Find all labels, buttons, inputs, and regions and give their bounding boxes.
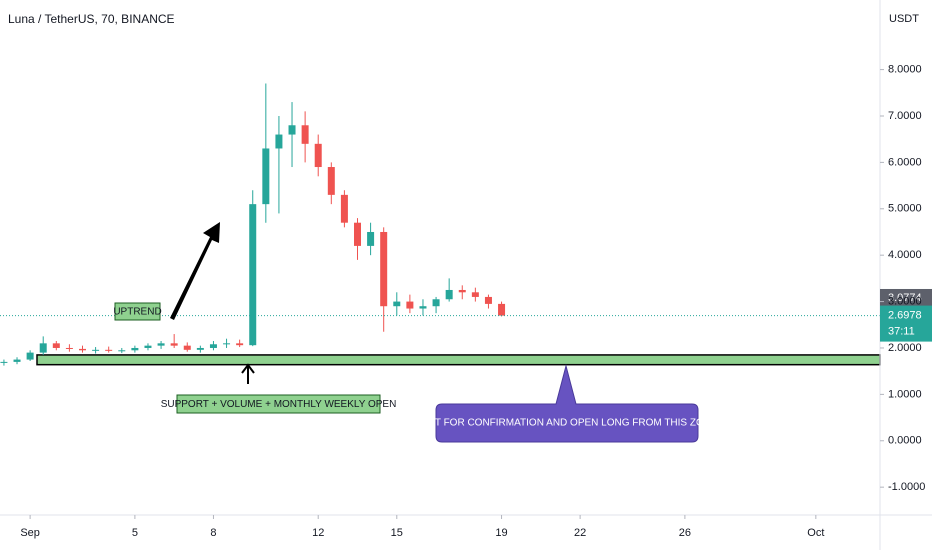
candle-body xyxy=(157,343,165,346)
candle-body xyxy=(79,348,86,351)
support-arrow-head xyxy=(241,363,255,374)
support-box xyxy=(176,394,381,414)
price-labels: 3.0774 2.6978 37:11 xyxy=(880,288,932,342)
candle-body xyxy=(275,134,283,149)
candle-body xyxy=(301,125,309,144)
marker-price-box xyxy=(880,288,932,307)
annotations: UPTREND SUPPORT + VOLUME + MONTHLY WEEKL… xyxy=(113,222,718,443)
candle-body xyxy=(13,359,21,362)
x-tick-label: 22 xyxy=(574,527,586,539)
uptrend-box xyxy=(114,302,161,321)
y-axis-label: USDT xyxy=(889,13,919,25)
y-tick-label: 4.0000 xyxy=(888,249,922,261)
candle-body xyxy=(92,349,100,351)
last-price-box xyxy=(880,305,932,342)
candle-body xyxy=(236,343,244,346)
x-tick-label: 5 xyxy=(132,527,138,539)
chart-title: Luna / TetherUS, 70, BINANCE xyxy=(8,12,175,26)
candle-body xyxy=(288,125,296,135)
x-tick-label: 26 xyxy=(679,527,691,539)
candle-body xyxy=(0,361,8,363)
countdown-label: 37:11 xyxy=(888,326,915,338)
candle-body xyxy=(458,289,466,293)
candle-body xyxy=(484,296,492,304)
candle-body xyxy=(262,148,270,205)
uptrend-text: UPTREND xyxy=(113,307,161,318)
y-tick-label: -1.0000 xyxy=(888,481,925,493)
candle-body xyxy=(340,194,348,223)
y-tick-label: 7.0000 xyxy=(888,110,922,122)
callout-box xyxy=(435,364,699,443)
marker-price-label: 3.0774 xyxy=(888,292,922,304)
candle-body xyxy=(26,352,34,360)
support-text: SUPPORT + VOLUME + MONTHLY WEEKLY OPEN xyxy=(161,399,397,410)
candle-body xyxy=(209,344,217,348)
x-tick-label: 15 xyxy=(391,527,403,539)
candle-body xyxy=(406,301,414,309)
candle-body xyxy=(196,347,204,350)
y-tick-label: 2.0000 xyxy=(888,342,922,354)
candle-body xyxy=(471,292,479,297)
x-tick-label: 19 xyxy=(495,527,507,539)
last-price-label: 2.6978 xyxy=(888,310,922,322)
candle-body xyxy=(105,349,113,351)
y-tick-label: 1.0000 xyxy=(888,388,922,400)
candle-body xyxy=(367,231,375,246)
candle-body xyxy=(393,301,401,307)
candle-body xyxy=(419,306,427,309)
callout-text: WAIT FOR CONFIRMATION AND OPEN LONG FROM… xyxy=(416,418,718,429)
candle-body xyxy=(498,303,506,316)
candle-body xyxy=(249,204,257,346)
candle-body xyxy=(327,167,335,195)
candle-body xyxy=(314,143,322,168)
support-zone xyxy=(36,354,881,366)
candle-body xyxy=(223,343,231,345)
candle-body xyxy=(144,345,152,348)
x-tick-label: Oct xyxy=(807,527,824,539)
y-tick-label: 5.0000 xyxy=(888,203,922,215)
x-tick-label: 12 xyxy=(312,527,324,539)
candle-body xyxy=(65,347,73,349)
candle-body xyxy=(118,350,126,352)
candle-body xyxy=(39,343,47,353)
candle-body xyxy=(131,347,139,351)
x-tick-label: Sep xyxy=(20,527,40,539)
candle-body xyxy=(52,343,60,348)
x-tick-label: 8 xyxy=(210,527,216,539)
y-tick-label: 6.0000 xyxy=(888,156,922,168)
candle-body xyxy=(354,222,361,246)
plot-area xyxy=(0,83,881,366)
candle-body xyxy=(380,231,388,307)
candle-body xyxy=(432,299,440,307)
y-tick-label: 0.0000 xyxy=(888,435,922,447)
uptrend-arrow xyxy=(170,222,220,320)
y-tick-label: 3.0000 xyxy=(888,295,922,307)
candle-body xyxy=(445,289,453,300)
candle-body xyxy=(170,343,178,346)
y-tick-label: 8.0000 xyxy=(888,64,922,76)
candle-body xyxy=(183,345,191,350)
